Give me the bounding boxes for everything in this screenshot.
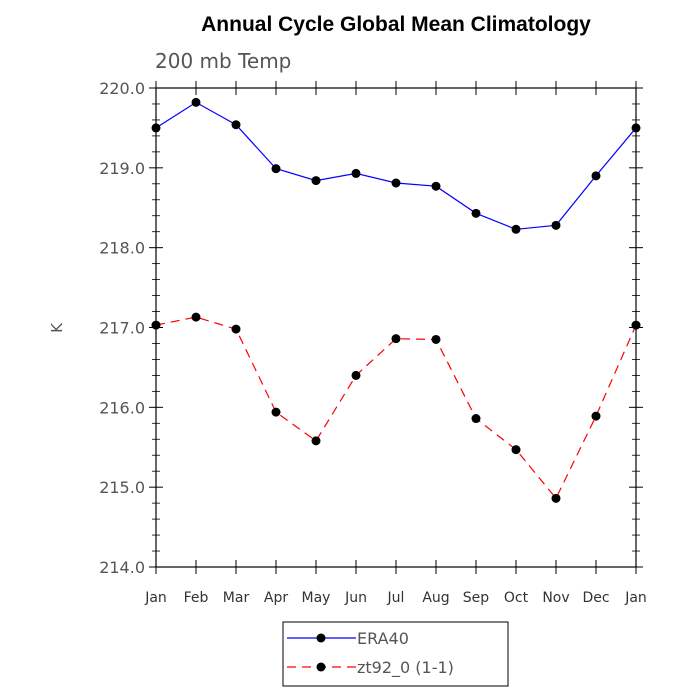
y-tick-label: 217.0 xyxy=(99,319,145,338)
series-0-point xyxy=(271,164,281,174)
plot-frame xyxy=(155,87,637,568)
y-tick-label: 220.0 xyxy=(99,79,145,98)
series-0-point xyxy=(431,181,441,191)
x-tick-label: Jul xyxy=(387,590,405,606)
x-tick-label: Mar xyxy=(223,590,250,606)
x-tick-label: Oct xyxy=(504,590,529,606)
x-tick-label: May xyxy=(302,590,331,606)
x-tick-label: Sep xyxy=(463,590,490,606)
series-1-point xyxy=(471,414,481,424)
x-tick-label: Jun xyxy=(344,590,367,606)
series-1-point xyxy=(311,436,321,446)
series-1-point xyxy=(391,334,401,344)
x-axis: Jan Feb Mar Apr May Jun Jul Aug Sep Oct Nov Dec Jan xyxy=(144,81,647,606)
y-axis-label: K xyxy=(48,322,66,333)
legend-label-era40: ERA40 xyxy=(357,629,409,648)
series-line-1 xyxy=(155,316,637,500)
y-tick-label: 218.0 xyxy=(99,239,145,258)
series-1-point xyxy=(431,334,441,344)
series-1-point xyxy=(351,370,361,380)
x-tick-label: Jan xyxy=(624,590,647,606)
chart-subtitle: 200 mb Temp xyxy=(155,49,291,73)
series-1-point xyxy=(271,407,281,417)
x-tick-label: Apr xyxy=(264,590,288,606)
x-tick-label: Dec xyxy=(582,590,609,606)
y-tick-label: 216.0 xyxy=(99,398,145,417)
series-0-point xyxy=(631,123,641,133)
chart-title: Annual Cycle Global Mean Climatology xyxy=(201,13,591,36)
series-layer xyxy=(151,97,641,503)
series-0-point xyxy=(511,224,521,234)
legend-marker-zt92 xyxy=(316,662,326,672)
series-0-point xyxy=(231,120,241,130)
series-1-point xyxy=(631,320,641,330)
legend-marker-era40 xyxy=(316,633,326,643)
y-tick-label: 215.0 xyxy=(99,478,145,497)
series-0-point xyxy=(551,220,561,230)
series-0-point xyxy=(351,168,361,178)
series-0-point xyxy=(471,208,481,218)
series-1-point xyxy=(591,411,601,421)
series-0-point xyxy=(591,171,601,181)
y-axis: 214.0 215.0 216.0 217.0 218.0 219.0 220.0 xyxy=(99,79,643,577)
legend-label-zt92: zt92_0 (1-1) xyxy=(357,658,454,678)
legend: ERA40 zt92_0 (1-1) xyxy=(282,621,509,687)
x-tick-label: Feb xyxy=(184,590,209,606)
series-1-point xyxy=(551,493,561,503)
x-tick-label: Jan xyxy=(144,590,167,606)
series-1-point xyxy=(151,320,161,330)
series-0-point xyxy=(391,178,401,188)
series-1-point xyxy=(191,312,201,322)
series-1-point xyxy=(231,324,241,334)
series-line-0 xyxy=(155,101,637,230)
y-tick-label: 219.0 xyxy=(99,159,145,178)
y-tick-label: 214.0 xyxy=(99,558,145,577)
legend-box xyxy=(282,621,509,687)
series-0-point xyxy=(151,123,161,133)
series-0-point xyxy=(191,97,201,107)
series-1-point xyxy=(511,445,521,455)
x-tick-label: Nov xyxy=(542,590,569,606)
x-tick-label: Aug xyxy=(422,590,449,606)
series-0-point xyxy=(311,176,321,186)
